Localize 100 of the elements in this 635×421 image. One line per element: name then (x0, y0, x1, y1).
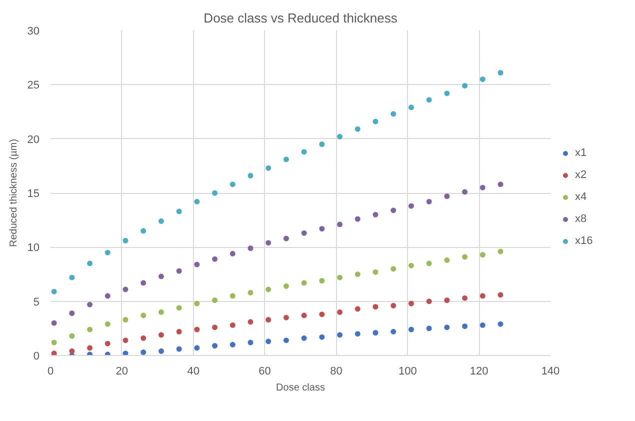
point (158, 348, 164, 354)
point (337, 222, 343, 228)
point (51, 320, 57, 326)
point (319, 142, 325, 147)
x-tick-label: 140 (541, 366, 560, 378)
point (248, 290, 254, 296)
point (230, 293, 236, 299)
point (426, 260, 432, 266)
x-tick-label: 0 (47, 366, 54, 378)
point (194, 262, 200, 268)
point (426, 198, 432, 204)
point (51, 288, 57, 294)
point (122, 317, 128, 322)
point (87, 302, 93, 308)
y-tick-label: 5 (33, 296, 40, 308)
point (194, 300, 200, 306)
point (283, 338, 289, 344)
point (444, 257, 450, 263)
point (87, 345, 93, 351)
y-tick-label: 25 (27, 80, 40, 92)
point (194, 198, 200, 204)
point (390, 208, 396, 214)
point (480, 184, 486, 190)
point (498, 70, 504, 76)
point (390, 266, 396, 272)
y-tick-label: 20 (27, 134, 40, 146)
point (498, 321, 504, 327)
point (408, 104, 414, 110)
point (498, 292, 504, 298)
point (444, 298, 450, 303)
point (176, 268, 182, 274)
legend-label: x1 (575, 147, 588, 159)
point (408, 262, 414, 268)
point (319, 278, 325, 284)
point (69, 274, 75, 280)
point (301, 312, 307, 318)
point (372, 118, 378, 124)
point (122, 286, 128, 292)
point (354, 126, 360, 132)
point (301, 149, 307, 155)
legend-label: x16 (575, 235, 594, 247)
point (319, 226, 325, 232)
point (104, 293, 110, 299)
point (408, 326, 414, 332)
point (462, 254, 468, 260)
point (122, 338, 128, 344)
point (408, 300, 414, 306)
point (104, 250, 110, 256)
point (354, 216, 360, 222)
point (337, 134, 343, 140)
point (248, 172, 254, 178)
legend-label: x2 (575, 169, 588, 181)
point (266, 338, 272, 344)
point (248, 246, 254, 251)
point (230, 250, 236, 256)
point (51, 340, 57, 346)
point (69, 310, 75, 316)
point (212, 298, 218, 303)
chart-title: Dose class vs Reduced thickness (204, 10, 398, 26)
legend-label: x8 (575, 213, 588, 225)
x-tick-label: 80 (330, 366, 342, 378)
point (480, 252, 486, 258)
point (158, 309, 164, 315)
point (176, 208, 182, 214)
point (194, 345, 200, 351)
point (301, 230, 307, 236)
point (248, 340, 254, 346)
x-tick-label: 100 (398, 366, 417, 378)
point (104, 321, 110, 327)
point (122, 238, 128, 244)
point (354, 272, 360, 277)
point (248, 319, 254, 325)
point (212, 324, 218, 330)
point (337, 332, 343, 338)
point (212, 190, 218, 196)
point (158, 274, 164, 280)
point (319, 312, 325, 318)
point (283, 236, 289, 242)
point (283, 314, 289, 320)
point (390, 302, 396, 308)
point (426, 97, 432, 103)
point (266, 286, 272, 292)
point (301, 335, 307, 341)
point (426, 326, 432, 332)
point (266, 317, 272, 322)
x-tick-label: 20 (116, 366, 128, 378)
point (266, 165, 272, 171)
point (140, 335, 146, 341)
point (212, 256, 218, 262)
point (158, 218, 164, 224)
point (176, 328, 182, 334)
point (230, 322, 236, 328)
x-tick-label: 60 (258, 366, 271, 378)
point (69, 333, 75, 339)
point (283, 156, 289, 162)
point (354, 306, 360, 312)
point (354, 331, 360, 337)
point (122, 350, 128, 356)
point (140, 312, 146, 318)
point (140, 280, 146, 286)
